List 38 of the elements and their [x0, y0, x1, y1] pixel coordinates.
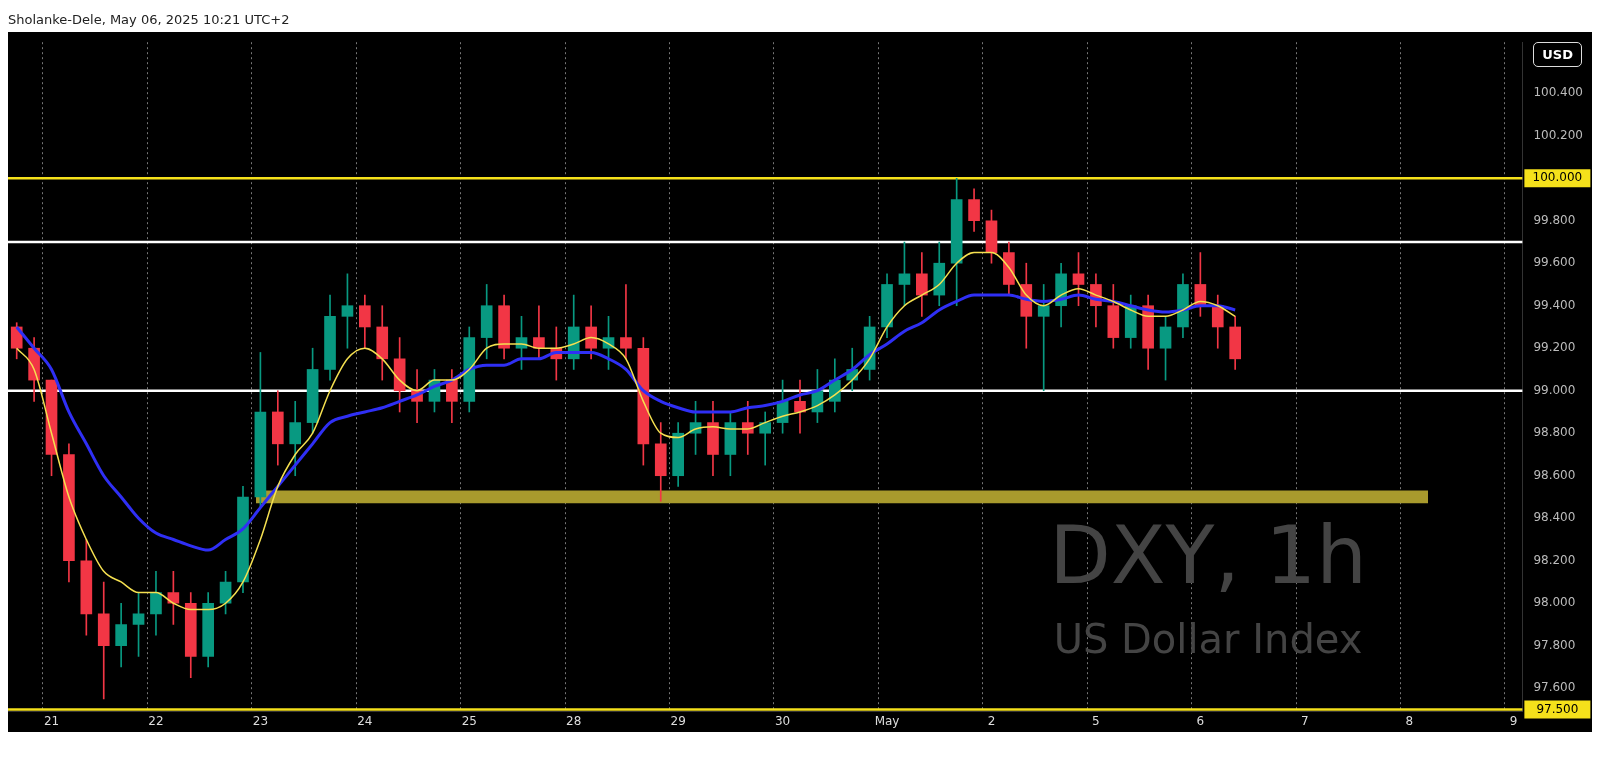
- y-tick-label: 99.800: [1533, 212, 1576, 227]
- candlestick: [1037, 284, 1050, 392]
- y-tick-label: 97.600: [1533, 680, 1576, 695]
- x-tick-label: 23: [252, 713, 269, 728]
- x-tick-label: May: [874, 713, 900, 728]
- ref-line-label: 97.500: [1536, 701, 1579, 716]
- x-tick-label: 21: [43, 713, 60, 728]
- x-tick-label: 9: [1509, 713, 1518, 728]
- y-tick-label: 98.400: [1533, 510, 1576, 525]
- y-tick-label: 100.400: [1533, 85, 1583, 100]
- y-tick-label: 99.600: [1533, 255, 1576, 270]
- x-tick-label: 8: [1405, 713, 1414, 728]
- y-tick-label: 98.600: [1533, 467, 1576, 482]
- x-tick-label: 7: [1300, 713, 1309, 728]
- x-tick-label: 22: [148, 713, 164, 728]
- text: US Dollar Index: [1053, 615, 1363, 662]
- x-tick-label: 30: [774, 713, 791, 728]
- text: DXY, 1h: [1049, 508, 1367, 602]
- y-tick-label: 99.000: [1533, 382, 1576, 397]
- x-tick-label: 24: [357, 713, 373, 728]
- text: USD: [1533, 42, 1582, 67]
- x-tick-label: 28: [566, 713, 582, 728]
- y-tick-label: 98.800: [1533, 425, 1576, 440]
- x-tick-label: 5: [1092, 713, 1100, 728]
- y-tick-label: 99.200: [1533, 340, 1576, 355]
- candlestick: [620, 284, 632, 360]
- text: Sholanke-Dele, May 06, 2025 10:21 UTC+2: [8, 11, 291, 29]
- ref-line-label: 100.000: [1532, 170, 1583, 185]
- x-tick-label: 6: [1196, 713, 1205, 728]
- y-tick-label: 97.800: [1533, 637, 1576, 652]
- x-tick-label: 2: [987, 713, 996, 728]
- x-tick-label: 29: [670, 713, 686, 728]
- y-tick-label: 100.200: [1533, 127, 1583, 142]
- candlestick: [759, 411, 772, 466]
- y-tick-label: 99.400: [1533, 297, 1576, 312]
- y-tick-label: 98.000: [1533, 595, 1576, 610]
- y-tick-label: 98.200: [1533, 552, 1576, 567]
- x-tick-label: 25: [461, 713, 477, 728]
